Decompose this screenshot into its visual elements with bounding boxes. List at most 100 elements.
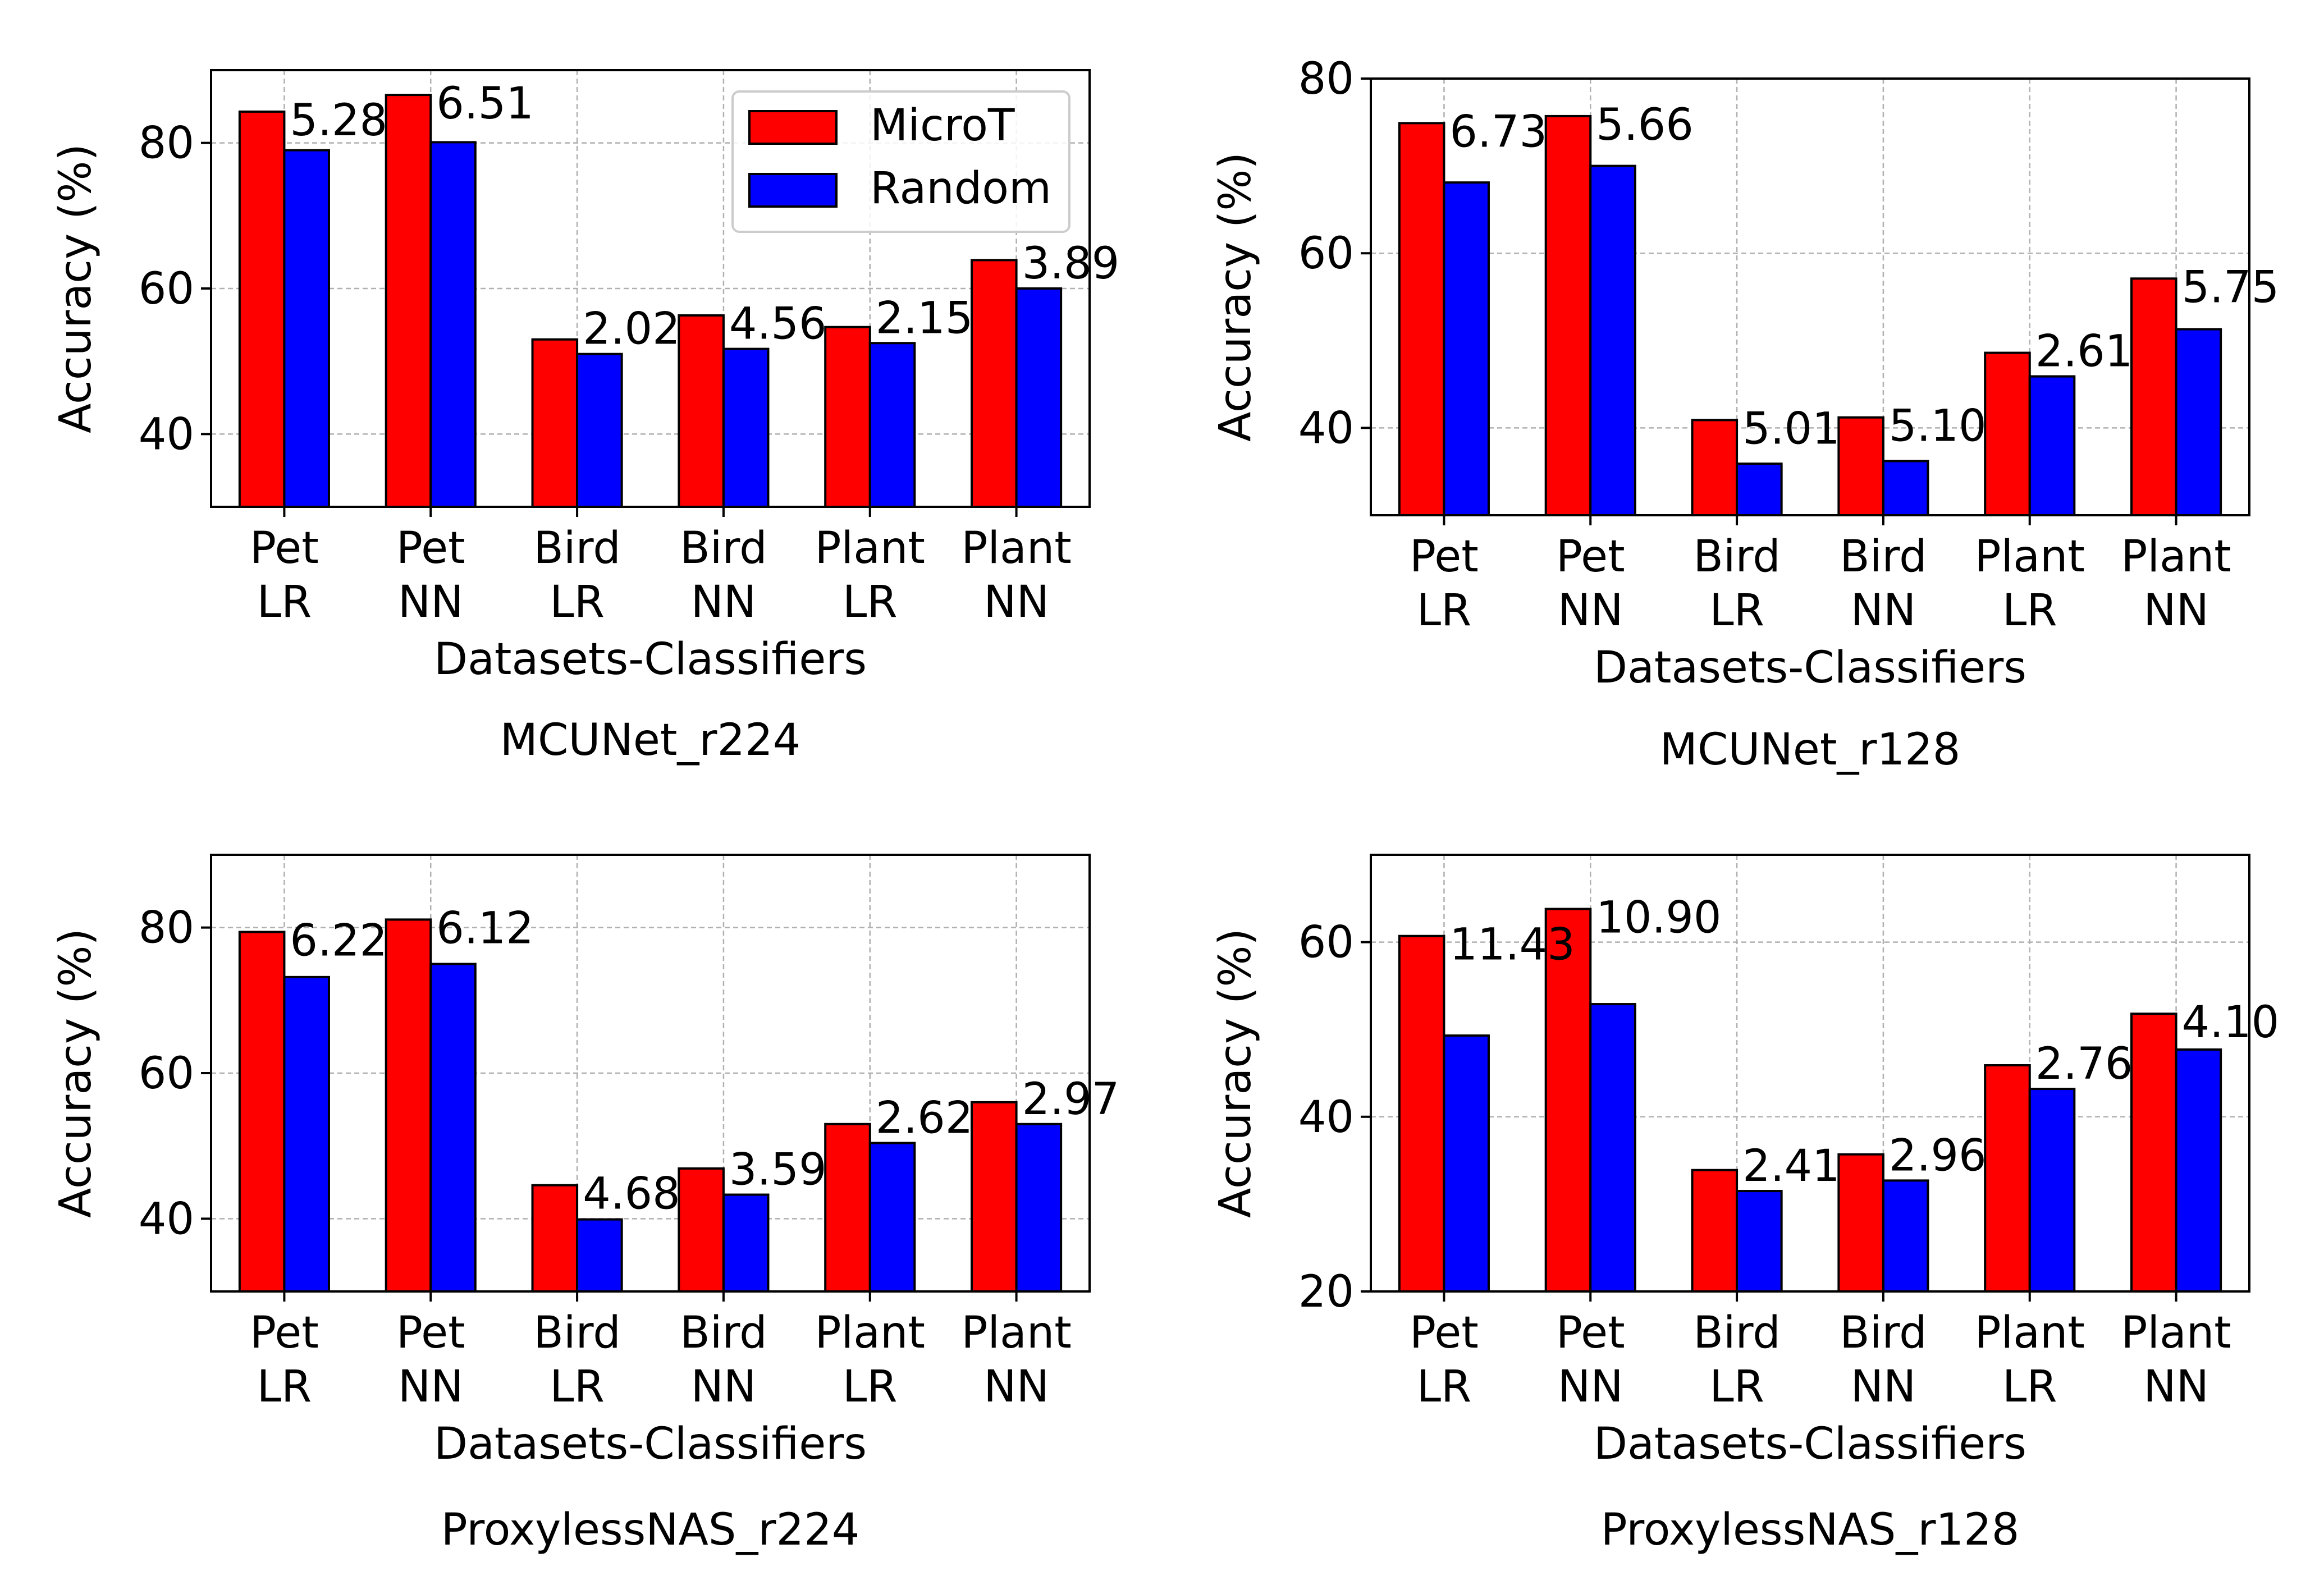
x-tick-label-dataset: Bird [533,523,620,574]
x-tick-label-classifier: LR [843,577,898,627]
bar-microt-bird-nn [1837,1153,1884,1293]
bar-random-plant-nn [1015,287,1063,508]
bar-diff-label: 5.28 [290,95,387,146]
y-tick-label: 80 [139,118,194,169]
bar-microt-bird-nn [1837,416,1884,517]
bar-random-plant-nn [2175,328,2222,517]
bar-random-plant-nn [2175,1048,2222,1293]
y-axis-label: Accuracy (%) [51,928,101,1218]
x-tick-label: Pet LR [250,1308,319,1412]
bar-microt-pet-lr [1398,934,1445,1293]
y-tick-label: 60 [139,1048,194,1099]
x-tick-label-dataset: Pet [1410,532,1479,582]
bar-microt-pet-lr [1398,122,1445,516]
bar-random-pet-lr [1443,1034,1490,1293]
x-tick-label: Bird NN [680,1308,767,1412]
x-tick-label-classifier: NN [1851,1362,1916,1412]
x-tick-label-classifier: NN [398,1362,464,1412]
x-tick-label-dataset: Pet [250,1308,319,1358]
bar-microt-plant-nn [971,1101,1018,1293]
legend-label-random: Random [870,163,1051,214]
x-tick-label-classifier: NN [983,1362,1049,1412]
bar-microt-plant-lr [1984,1064,2031,1293]
x-tick-label-dataset: Plant [815,1308,925,1358]
x-tick-label: Bird LR [1693,532,1780,636]
x-tick-label-dataset: Pet [396,523,465,574]
bar-microt-bird-lr [1691,1169,1739,1293]
bar-diff-label: 2.96 [1889,1130,1987,1181]
bar-microt-bird-nn [678,1167,725,1293]
y-tick-label: 60 [139,264,194,314]
x-tick-label-dataset: Plant [1974,532,2085,582]
bar-microt-plant-lr [824,326,871,508]
x-tick-label-classifier: NN [691,577,757,627]
x-tick-label-dataset: Pet [1556,1308,1625,1358]
legend-swatch-microt [748,110,838,145]
x-tick-label-dataset: Bird [1693,532,1780,582]
x-tick-label-classifier: NN [1558,1362,1623,1412]
bar-diff-label: 3.89 [1022,239,1120,289]
bar-microt-pet-nn [1544,114,1592,516]
bar-random-bird-nn [722,347,770,509]
x-tick-label-dataset: Plant [2121,532,2231,582]
x-axis-label: Datasets-Classifiers [434,1419,867,1469]
bar-microt-plant-nn [971,259,1018,508]
x-tick-label: Bird NN [1840,1308,1927,1412]
x-tick-label: Plant NN [961,523,1072,627]
x-tick-label-classifier: LR [1709,1362,1764,1412]
bar-random-pet-lr [283,149,330,508]
bar-diff-label: 4.68 [583,1169,680,1220]
x-tick-label-dataset: Bird [680,523,767,574]
x-tick-label-classifier: NN [983,577,1049,627]
x-tick-label: Pet NN [1556,1308,1625,1412]
x-axis-label: Datasets-Classifiers [1594,643,2026,693]
bar-random-pet-lr [1443,181,1490,516]
x-tick-label-dataset: Plant [2121,1308,2231,1358]
x-tick-label: Bird NN [1840,532,1927,636]
bar-random-pet-nn [1589,1003,1636,1293]
y-tick-label: 80 [139,903,194,954]
bar-random-plant-lr [2028,375,2076,517]
bar-microt-plant-nn [2130,277,2177,516]
bar-diff-label: 2.02 [583,304,680,355]
x-tick-label: Pet LR [1410,532,1479,636]
x-tick-label-classifier: LR [843,1362,898,1412]
x-tick-label-classifier: LR [1417,585,1472,636]
bar-diff-label: 5.10 [1889,401,1987,452]
x-tick-label: Bird LR [1693,1308,1780,1412]
panel-caption: ProxylessNAS_r128 [1601,1505,2020,1555]
bar-random-plant-lr [2028,1088,2076,1293]
x-tick-label-classifier: LR [257,1362,312,1412]
bar-random-bird-nn [1882,460,1929,517]
x-tick-label: Plant LR [1974,532,2085,636]
x-tick-label-classifier: LR [2002,1362,2057,1412]
y-axis-label: Accuracy (%) [1210,152,1261,442]
x-tick-label-classifier: LR [550,577,605,627]
x-tick-label-classifier: LR [2002,585,2057,636]
bar-random-pet-nn [1589,164,1636,517]
y-axis-label: Accuracy (%) [1210,928,1261,1218]
x-tick-label-classifier: NN [398,577,464,627]
bar-microt-pet-lr [238,931,286,1293]
bar-diff-label: 2.61 [2035,327,2133,377]
bar-microt-plant-lr [1984,351,2031,516]
bar-diff-label: 4.10 [2182,997,2280,1048]
bar-random-pet-lr [283,975,330,1293]
bar-random-bird-nn [1882,1179,1929,1293]
x-axis-label: Datasets-Classifiers [434,634,867,685]
y-axis-label: Accuracy (%) [51,144,101,433]
y-tick-label: 40 [139,409,194,460]
x-tick-label-classifier: LR [1709,585,1764,636]
bar-diff-label: 4.56 [729,299,827,350]
panel-caption: ProxylessNAS_r224 [441,1505,860,1555]
bar-microt-pet-nn [385,94,432,508]
x-tick-label: Bird NN [680,523,767,627]
x-tick-label: Pet NN [1556,532,1625,636]
x-tick-label-dataset: Bird [1840,532,1927,582]
x-tick-label: Plant NN [2121,532,2231,636]
x-tick-label-dataset: Bird [680,1308,767,1358]
